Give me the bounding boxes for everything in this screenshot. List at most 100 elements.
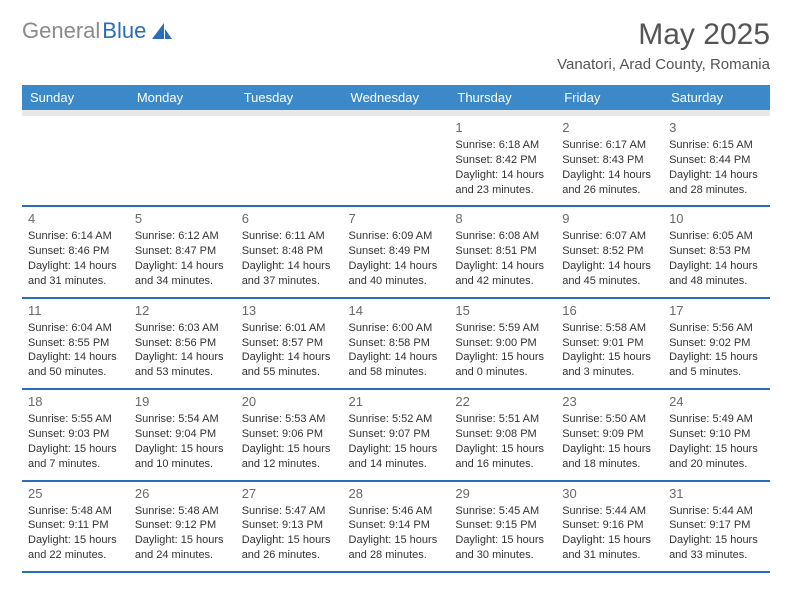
sail-icon [150, 21, 174, 41]
weekday-header: Monday [129, 85, 236, 113]
day-info: Sunrise: 5:52 AMSunset: 9:07 PMDaylight:… [349, 412, 444, 471]
weekday-header-row: SundayMondayTuesdayWednesdayThursdayFrid… [22, 85, 770, 113]
calendar-week-row: 18 Sunrise: 5:55 AMSunset: 9:03 PMDayligh… [22, 389, 770, 480]
calendar-week-row: 25Sunrise: 5:48 AMSunset: 9:11 PMDayligh… [22, 481, 770, 572]
calendar-day-cell: 26Sunrise: 5:48 AMSunset: 9:12 PMDayligh… [129, 481, 236, 572]
day-info: Sunrise: 6:08 AMSunset: 8:51 PMDaylight:… [455, 229, 550, 288]
day-info: Sunrise: 6:01 AMSunset: 8:57 PMDaylight:… [242, 321, 337, 380]
calendar-day-cell: 9 Sunrise: 6:07 AMSunset: 8:52 PMDaylight… [556, 206, 663, 297]
day-info: Sunrise: 5:59 AMSunset: 9:00 PMDaylight:… [455, 321, 550, 380]
day-info: Sunrise: 6:09 AMSunset: 8:49 PMDaylight:… [349, 229, 444, 288]
day-info: Sunrise: 6:17 AMSunset: 8:43 PMDaylight:… [562, 138, 657, 197]
day-number: 8 [455, 211, 550, 226]
day-info: Sunrise: 5:51 AMSunset: 9:08 PMDaylight:… [455, 412, 550, 471]
calendar-day-cell: 12Sunrise: 6:03 AMSunset: 8:56 PMDayligh… [129, 298, 236, 389]
logo: GeneralBlue [22, 18, 174, 44]
day-number: 28 [349, 486, 444, 501]
day-info: Sunrise: 6:14 AMSunset: 8:46 PMDaylight:… [28, 229, 123, 288]
calendar-day-cell: 8 Sunrise: 6:08 AMSunset: 8:51 PMDaylight… [449, 206, 556, 297]
day-number: 13 [242, 303, 337, 318]
day-info: Sunrise: 5:54 AMSunset: 9:04 PMDaylight:… [135, 412, 230, 471]
day-number: 26 [135, 486, 230, 501]
calendar-empty-cell [22, 113, 129, 206]
day-info: Sunrise: 6:18 AMSunset: 8:42 PMDaylight:… [455, 138, 550, 197]
day-number: 18 [28, 394, 123, 409]
day-number: 29 [455, 486, 550, 501]
calendar-day-cell: 13 Sunrise: 6:01 AMSunset: 8:57 PMDayligh… [236, 298, 343, 389]
logo-word-2: Blue [102, 18, 146, 44]
weekday-header: Sunday [22, 85, 129, 113]
calendar-day-cell: 17Sunrise: 5:56 AMSunset: 9:02 PMDayligh… [663, 298, 770, 389]
calendar-day-cell: 31Sunrise: 5:44 AMSunset: 9:17 PMDayligh… [663, 481, 770, 572]
day-number: 2 [562, 120, 657, 135]
day-number: 6 [242, 211, 337, 226]
header: GeneralBlue May 2025 Vanatori, Arad Coun… [22, 18, 770, 73]
calendar-empty-cell [236, 113, 343, 206]
calendar-empty-cell [343, 113, 450, 206]
day-number: 4 [28, 211, 123, 226]
calendar-day-cell: 29Sunrise: 5:45 AMSunset: 9:15 PMDayligh… [449, 481, 556, 572]
day-info: Sunrise: 6:15 AMSunset: 8:44 PMDaylight:… [669, 138, 764, 197]
day-info: Sunrise: 5:46 AMSunset: 9:14 PMDaylight:… [349, 504, 444, 563]
calendar-day-cell: 16 Sunrise: 5:58 AMSunset: 9:01 PMDayligh… [556, 298, 663, 389]
weekday-header: Tuesday [236, 85, 343, 113]
month-title: May 2025 [557, 18, 770, 52]
day-info: Sunrise: 5:47 AMSunset: 9:13 PMDaylight:… [242, 504, 337, 563]
location: Vanatori, Arad County, Romania [557, 56, 770, 73]
calendar-week-row: 4 Sunrise: 6:14 AMSunset: 8:46 PMDaylight… [22, 206, 770, 297]
day-info: Sunrise: 6:03 AMSunset: 8:56 PMDaylight:… [135, 321, 230, 380]
day-number: 22 [455, 394, 550, 409]
weekday-header: Friday [556, 85, 663, 113]
calendar-day-cell: 30 Sunrise: 5:44 AMSunset: 9:16 PMDayligh… [556, 481, 663, 572]
calendar-empty-cell [129, 113, 236, 206]
day-info: Sunrise: 6:11 AMSunset: 8:48 PMDaylight:… [242, 229, 337, 288]
day-info: Sunrise: 6:12 AMSunset: 8:47 PMDaylight:… [135, 229, 230, 288]
calendar-day-cell: 14Sunrise: 6:00 AMSunset: 8:58 PMDayligh… [343, 298, 450, 389]
day-info: Sunrise: 6:07 AMSunset: 8:52 PMDaylight:… [562, 229, 657, 288]
calendar-week-row: 1 Sunrise: 6:18 AMSunset: 8:42 PMDaylight… [22, 113, 770, 206]
day-number: 9 [562, 211, 657, 226]
calendar-day-cell: 24 Sunrise: 5:49 AMSunset: 9:10 PMDayligh… [663, 389, 770, 480]
calendar-body: 1 Sunrise: 6:18 AMSunset: 8:42 PMDaylight… [22, 113, 770, 572]
day-info: Sunrise: 5:56 AMSunset: 9:02 PMDaylight:… [669, 321, 764, 380]
calendar-day-cell: 7 Sunrise: 6:09 AMSunset: 8:49 PMDaylight… [343, 206, 450, 297]
calendar-day-cell: 20 Sunrise: 5:53 AMSunset: 9:06 PMDayligh… [236, 389, 343, 480]
calendar-day-cell: 15 Sunrise: 5:59 AMSunset: 9:00 PMDayligh… [449, 298, 556, 389]
day-info: Sunrise: 5:55 AMSunset: 9:03 PMDaylight:… [28, 412, 123, 471]
day-info: Sunrise: 5:53 AMSunset: 9:06 PMDaylight:… [242, 412, 337, 471]
day-number: 11 [28, 303, 123, 318]
calendar-day-cell: 22 Sunrise: 5:51 AMSunset: 9:08 PMDayligh… [449, 389, 556, 480]
day-number: 19 [135, 394, 230, 409]
day-number: 24 [669, 394, 764, 409]
calendar-day-cell: 28 Sunrise: 5:46 AMSunset: 9:14 PMDayligh… [343, 481, 450, 572]
day-info: Sunrise: 5:58 AMSunset: 9:01 PMDaylight:… [562, 321, 657, 380]
weekday-header: Wednesday [343, 85, 450, 113]
day-number: 5 [135, 211, 230, 226]
calendar-day-cell: 18 Sunrise: 5:55 AMSunset: 9:03 PMDayligh… [22, 389, 129, 480]
day-number: 3 [669, 120, 764, 135]
calendar-table: SundayMondayTuesdayWednesdayThursdayFrid… [22, 85, 770, 573]
calendar-day-cell: 6 Sunrise: 6:11 AMSunset: 8:48 PMDaylight… [236, 206, 343, 297]
calendar-week-row: 11 Sunrise: 6:04 AMSunset: 8:55 PMDayligh… [22, 298, 770, 389]
calendar-day-cell: 4 Sunrise: 6:14 AMSunset: 8:46 PMDaylight… [22, 206, 129, 297]
day-number: 16 [562, 303, 657, 318]
day-number: 15 [455, 303, 550, 318]
calendar-day-cell: 23Sunrise: 5:50 AMSunset: 9:09 PMDayligh… [556, 389, 663, 480]
calendar-day-cell: 2 Sunrise: 6:17 AMSunset: 8:43 PMDaylight… [556, 113, 663, 206]
weekday-header: Saturday [663, 85, 770, 113]
day-number: 7 [349, 211, 444, 226]
day-number: 20 [242, 394, 337, 409]
day-info: Sunrise: 5:44 AMSunset: 9:16 PMDaylight:… [562, 504, 657, 563]
calendar-day-cell: 11 Sunrise: 6:04 AMSunset: 8:55 PMDayligh… [22, 298, 129, 389]
calendar-day-cell: 25Sunrise: 5:48 AMSunset: 9:11 PMDayligh… [22, 481, 129, 572]
day-info: Sunrise: 6:04 AMSunset: 8:55 PMDaylight:… [28, 321, 123, 380]
calendar-day-cell: 5 Sunrise: 6:12 AMSunset: 8:47 PMDaylight… [129, 206, 236, 297]
calendar-day-cell: 3 Sunrise: 6:15 AMSunset: 8:44 PMDaylight… [663, 113, 770, 206]
day-number: 14 [349, 303, 444, 318]
day-info: Sunrise: 5:49 AMSunset: 9:10 PMDaylight:… [669, 412, 764, 471]
day-number: 30 [562, 486, 657, 501]
day-info: Sunrise: 5:44 AMSunset: 9:17 PMDaylight:… [669, 504, 764, 563]
day-number: 1 [455, 120, 550, 135]
logo-word-1: General [22, 18, 100, 44]
calendar-day-cell: 27Sunrise: 5:47 AMSunset: 9:13 PMDayligh… [236, 481, 343, 572]
